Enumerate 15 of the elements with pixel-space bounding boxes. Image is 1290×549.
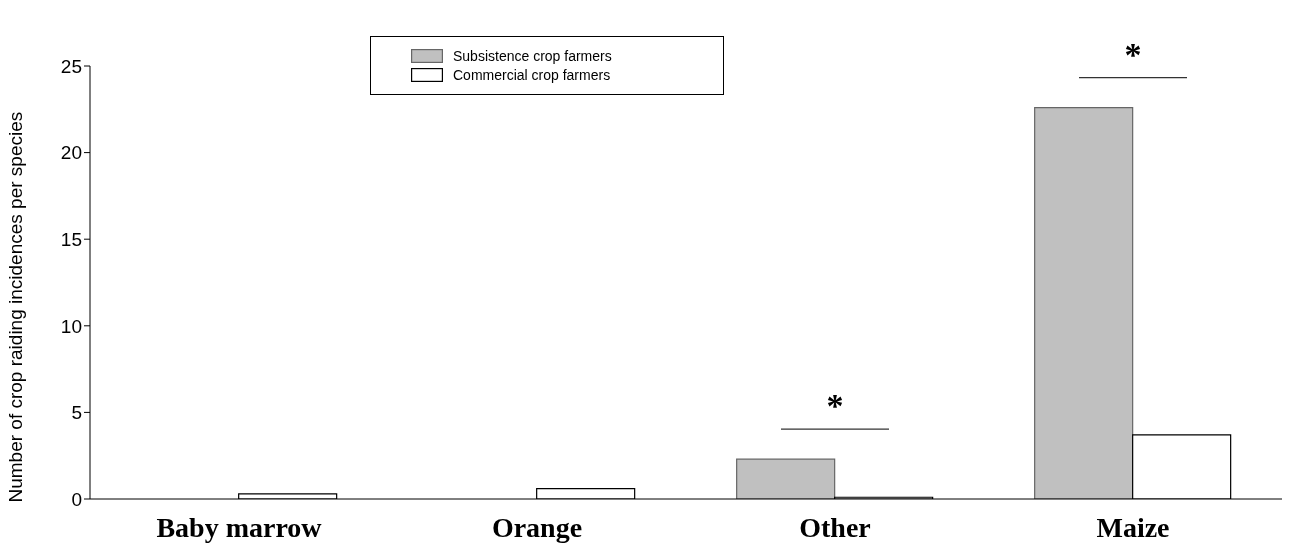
x-tick-label: Other <box>799 511 871 543</box>
x-tick-label: Maize <box>1096 511 1170 543</box>
legend-label: Subsistence crop farmers <box>453 48 612 64</box>
y-tick-label: 10 <box>60 315 82 337</box>
annotation: * <box>826 387 844 425</box>
legend-label: Commercial crop farmers <box>453 67 611 83</box>
x-tick-label: Orange <box>491 511 583 543</box>
y-tick-label: 0 <box>71 488 82 510</box>
y-tick-label: 15 <box>60 228 82 250</box>
annotation: * <box>1124 35 1142 73</box>
y-axis-title: Number of crop raiding incidences per species <box>4 111 26 503</box>
y-tick-label: 5 <box>71 402 82 424</box>
x-tick-label: Baby marrow <box>156 511 323 543</box>
y-tick-label: 20 <box>60 142 82 164</box>
y-tick-label: 25 <box>60 55 82 77</box>
